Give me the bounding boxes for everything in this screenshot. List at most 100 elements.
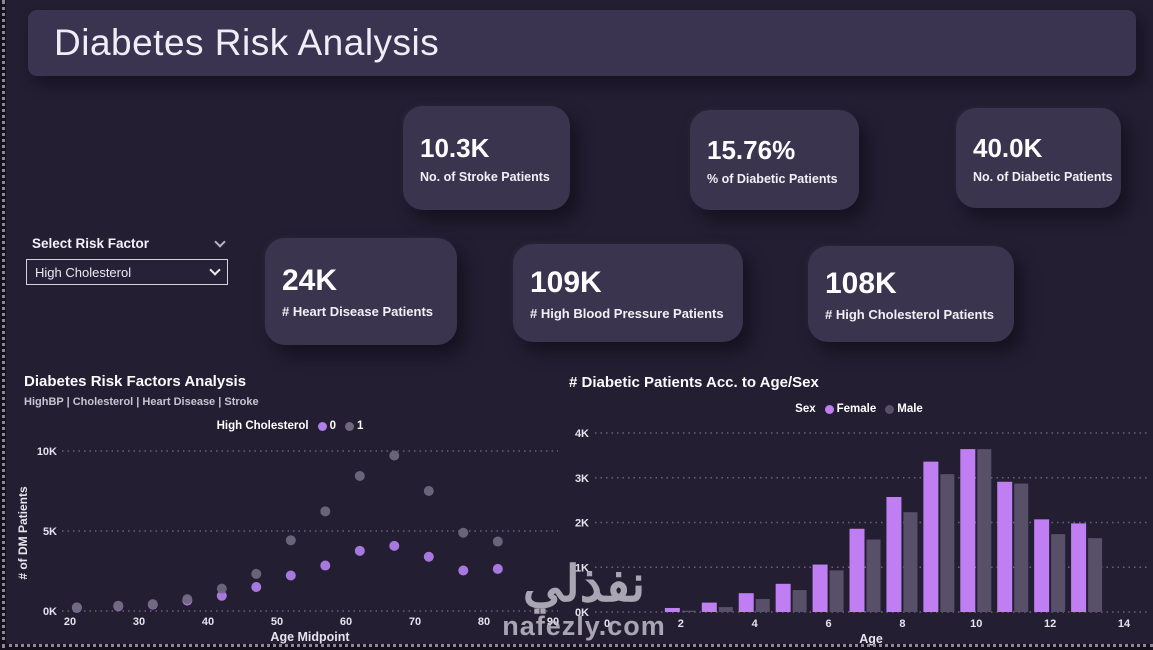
bar-female[interactable] (812, 564, 828, 612)
kpi-value: 108K (825, 266, 897, 300)
bar-male[interactable] (977, 449, 992, 612)
bar-male[interactable] (903, 512, 918, 612)
kpi-label: No. of Stroke Patients (420, 169, 550, 184)
kpi-value: 15.76% (707, 134, 796, 165)
x-tick-label: 40 (202, 616, 214, 628)
kpi-value: 40.0K (973, 132, 1043, 163)
bar-female[interactable] (960, 449, 976, 612)
x-tick-label: 30 (133, 616, 145, 628)
bar-female[interactable] (849, 528, 865, 612)
bar-female[interactable] (997, 481, 1013, 612)
bar-female[interactable] (923, 461, 939, 612)
x-tick-label: 90 (547, 616, 559, 628)
canvas-selection-border-bottom (2, 644, 1153, 647)
x-tick-label: 2 (678, 618, 684, 630)
kpi-value: 109K (530, 265, 602, 299)
y-tick-label: 2K (575, 518, 589, 530)
x-tick-label: 4 (752, 618, 759, 630)
scatter-point-series-0[interactable] (285, 570, 296, 581)
scatter-point-series-1[interactable] (320, 506, 331, 517)
scatter-point-series-0[interactable] (251, 582, 262, 592)
x-tick-label: 12 (1044, 618, 1056, 630)
bar-male[interactable] (792, 590, 807, 612)
kpi-card-heart-disease[interactable]: 24K # Heart Disease Patients (265, 238, 457, 345)
scatter-point-series-1[interactable] (182, 594, 193, 605)
x-tick-label: 80 (478, 616, 490, 628)
y-axis-title: # of DM Patients (16, 486, 30, 580)
scatter-point-series-1[interactable] (389, 450, 400, 461)
x-axis-title: Age Midpoint (270, 630, 350, 644)
bar-female[interactable] (1071, 523, 1087, 612)
scatter-point-series-0[interactable] (320, 560, 331, 571)
scatter-chart-title: Diabetes Risk Factors Analysis (24, 373, 247, 390)
legend-item-female[interactable]: Female (824, 403, 876, 415)
bar-female[interactable] (664, 607, 680, 612)
scatter-legend: High Cholesterol 0 1 (15, 420, 565, 432)
kpi-card-diabetic-pct[interactable]: 15.76% % of Diabetic Patients (690, 110, 859, 210)
scatter-point-series-1[interactable] (458, 527, 469, 538)
legend-title: Sex (795, 403, 816, 415)
scatter-point-series-0[interactable] (216, 590, 227, 601)
bar-female[interactable] (886, 496, 902, 612)
report-title-bar: Diabetes Risk Analysis (28, 10, 1136, 76)
slicer-title: Select Risk Factor (32, 236, 150, 251)
legend-dot-icon (345, 421, 354, 431)
dropdown-selected-value: High Cholesterol (35, 264, 132, 280)
scatter-point-series-0[interactable] (354, 545, 365, 556)
scatter-point-series-1[interactable] (492, 536, 503, 547)
y-tick-label: 4K (575, 428, 589, 440)
bar-male[interactable] (1088, 538, 1103, 612)
x-tick-label: 6 (826, 618, 832, 630)
kpi-label: # High Cholesterol Patients (825, 306, 995, 322)
bar-male[interactable] (1051, 534, 1066, 612)
bar-male[interactable] (681, 610, 696, 612)
bar-male[interactable] (755, 599, 770, 612)
bar-chart-title: # Diabetic Patients Acc. to Age/Sex (569, 374, 819, 391)
scatter-point-series-1[interactable] (423, 486, 434, 496)
kpi-value: 24K (282, 264, 338, 297)
y-tick-label: 5K (43, 526, 57, 538)
scatter-point-series-0[interactable] (423, 551, 434, 562)
scatter-point-series-0[interactable] (492, 563, 503, 574)
bar-male[interactable] (1014, 483, 1029, 612)
kpi-label: # High Blood Pressure Patients (530, 305, 724, 321)
chevron-down-icon[interactable] (214, 235, 226, 248)
kpi-value: 10.3K (420, 132, 490, 163)
risk-factor-dropdown[interactable]: High Cholesterol (26, 259, 228, 285)
bar-female[interactable] (738, 593, 754, 612)
kpi-card-high-cholesterol[interactable]: 108K # High Cholesterol Patients (808, 246, 1014, 342)
kpi-card-stroke[interactable]: 10.3K No. of Stroke Patients (403, 106, 570, 210)
bar-male[interactable] (940, 474, 955, 612)
kpi-card-diabetic-count[interactable]: 40.0K No. of Diabetic Patients (956, 108, 1121, 208)
kpi-label: % of Diabetic Patients (707, 171, 838, 186)
legend-dot-icon (317, 421, 327, 431)
legend-item-1[interactable]: 1 (345, 420, 363, 432)
bar-female[interactable] (1034, 519, 1050, 612)
scatter-point-series-1[interactable] (251, 568, 262, 579)
scatter-point-series-0[interactable] (389, 540, 400, 551)
legend-item-male[interactable]: Male (885, 403, 923, 415)
scatter-point-series-1[interactable] (354, 470, 365, 481)
x-tick-label: 14 (1118, 618, 1131, 630)
bar-male[interactable] (718, 607, 733, 612)
scatter-point-series-1[interactable] (216, 583, 227, 594)
bar-male[interactable] (829, 570, 844, 612)
bar-plot-area: 0K 1K 2K 3K 4K 0 2 4 6 8 10 12 14 Age (575, 428, 1147, 646)
scatter-point-series-1[interactable] (113, 600, 124, 611)
scatter-chart-subtitle: HighBP | Cholesterol | Heart Disease | S… (24, 396, 259, 408)
page-title: Diabetes Risk Analysis (54, 22, 440, 63)
scatter-point-series-1[interactable] (71, 602, 82, 613)
kpi-label: # Heart Disease Patients (282, 304, 434, 319)
chevron-down-icon[interactable] (209, 264, 221, 276)
x-tick-label: 70 (409, 616, 421, 628)
bar-male[interactable] (866, 539, 881, 612)
bar-female[interactable] (701, 602, 717, 612)
legend-item-0[interactable]: 0 (317, 420, 336, 432)
kpi-card-high-bp[interactable]: 109K # High Blood Pressure Patients (513, 244, 743, 342)
x-tick-label: 60 (340, 616, 352, 628)
bar-female[interactable] (775, 583, 791, 612)
scatter-point-series-0[interactable] (458, 565, 469, 576)
scatter-point-series-1[interactable] (147, 599, 158, 610)
scatter-point-series-1[interactable] (285, 535, 296, 546)
